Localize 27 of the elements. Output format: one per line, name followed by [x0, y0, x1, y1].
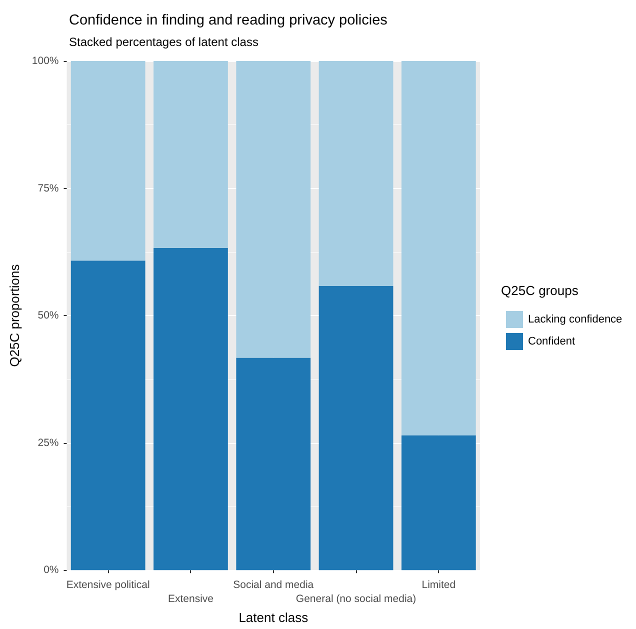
bar	[154, 61, 228, 248]
bar	[70, 260, 146, 570]
chart-subtitle: Stacked percentages of latent class	[69, 35, 258, 49]
bar	[154, 248, 228, 570]
bar	[401, 61, 476, 436]
y-tick-label: 75%	[38, 182, 59, 194]
chart-title: Confidence in finding and reading privacy policies	[69, 12, 388, 28]
y-tick-label: 100%	[32, 55, 59, 67]
x-axis-title: Latent class	[238, 610, 309, 625]
y-tick-label: 25%	[38, 436, 59, 449]
y-axis-title: Q25C proportions	[7, 264, 22, 367]
bar	[70, 61, 146, 261]
bar	[318, 286, 394, 570]
bar	[236, 358, 311, 570]
x-tick-label: General (no social media)	[296, 593, 416, 606]
legend-label: Lacking confidence	[528, 314, 622, 326]
x-tick-label: Extensive political	[66, 579, 150, 592]
x-tick-label: Limited	[422, 579, 456, 592]
y-tick-label: 0%	[44, 564, 59, 576]
legend-title: Q25C groups	[501, 283, 579, 298]
y-tick-label: 50%	[38, 310, 59, 322]
bar	[401, 435, 476, 570]
x-tick-label: Extensive	[168, 593, 214, 606]
bar	[318, 61, 394, 286]
legend-label: Confident	[528, 336, 576, 348]
x-tick-label: Social and media	[233, 579, 314, 592]
bar	[236, 61, 311, 358]
